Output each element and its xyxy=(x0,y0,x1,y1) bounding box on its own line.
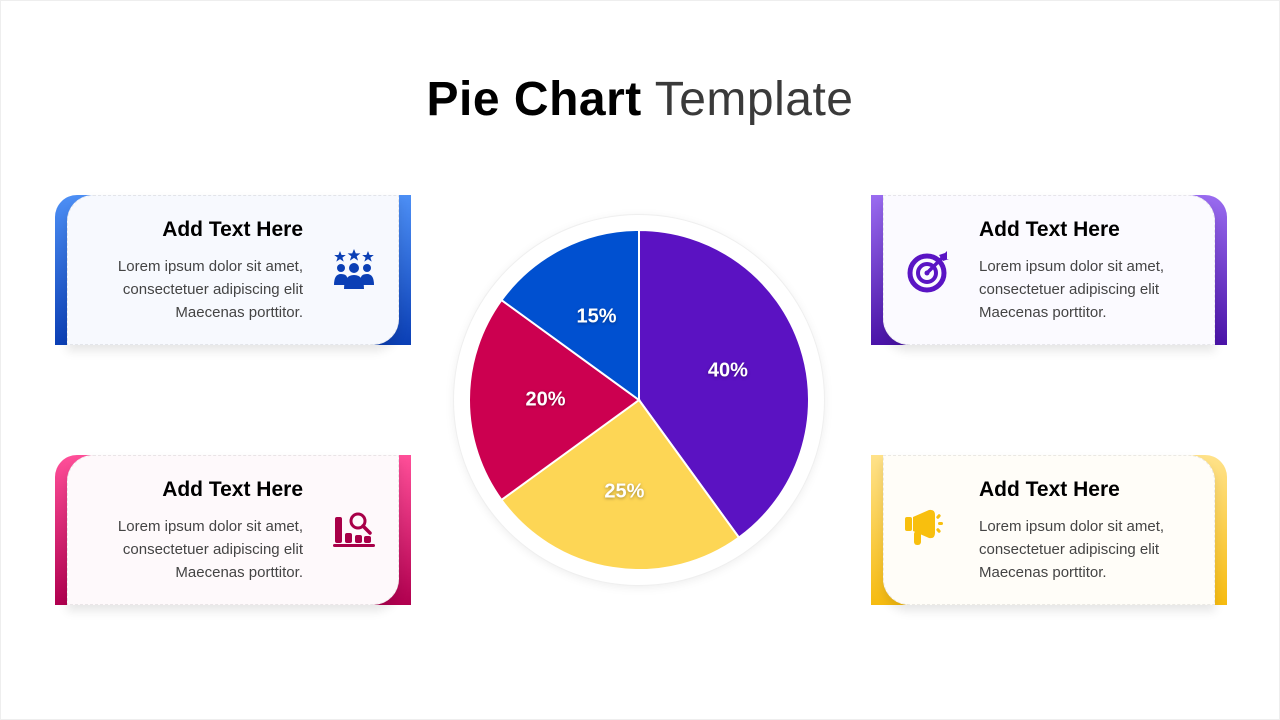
card-line: consectetuer adipiscing elit xyxy=(979,281,1160,298)
page-title: Pie Chart Template xyxy=(1,71,1279,129)
card-line: Maecenas porttitor. xyxy=(175,564,303,581)
card-line: Maecenas porttitor. xyxy=(175,304,303,321)
card-body: Lorem ipsum dolor sit amet, consectetuer… xyxy=(118,255,303,324)
card-body: Lorem ipsum dolor sit amet, consectetuer… xyxy=(979,515,1164,584)
card-line: consectetuer adipiscing elit xyxy=(122,281,303,298)
info-card-yellow: Add Text Here Lorem ipsum dolor sit amet… xyxy=(871,455,1227,605)
pie-chart: 40% 25% 20% 15% xyxy=(454,215,824,585)
megaphone-icon xyxy=(905,509,943,545)
card-line: consectetuer adipiscing elit xyxy=(979,541,1160,558)
pie-slice-purple xyxy=(638,228,810,539)
card-panel xyxy=(883,195,1215,345)
pie-slice-yellow xyxy=(500,398,741,571)
card-line: Maecenas porttitor. xyxy=(979,304,1107,321)
chart-search-icon xyxy=(333,512,375,547)
pie-label-blue: 15% xyxy=(576,305,617,328)
info-card-pink: Add Text Here Lorem ipsum dolor sit amet… xyxy=(55,455,411,605)
card-line: Lorem ipsum dolor sit amet, xyxy=(117,258,303,275)
card-line: Lorem ipsum dolor sit amet, xyxy=(979,518,1165,535)
title-light: Template xyxy=(654,73,854,126)
card-body: Lorem ipsum dolor sit amet, consectetuer… xyxy=(118,515,303,584)
card-body: Lorem ipsum dolor sit amet, consectetuer… xyxy=(979,255,1164,324)
card-heading: Add Text Here xyxy=(162,478,303,501)
pie-chart-svg xyxy=(468,228,810,571)
title-bold: Pie Chart xyxy=(426,73,642,126)
card-line: consectetuer adipiscing elit xyxy=(122,541,303,558)
card-panel xyxy=(67,455,399,605)
pie-slice-blue xyxy=(500,228,640,402)
pie-label-pink: 20% xyxy=(525,388,566,411)
target-icon xyxy=(907,251,949,293)
pie-label-yellow: 25% xyxy=(604,480,645,503)
card-heading: Add Text Here xyxy=(979,218,1120,241)
info-card-purple: Add Text Here Lorem ipsum dolor sit amet… xyxy=(871,195,1227,345)
card-line: Lorem ipsum dolor sit amet, xyxy=(979,258,1165,275)
card-heading: Add Text Here xyxy=(979,478,1120,501)
pie-slice-pink xyxy=(468,298,641,502)
card-heading: Add Text Here xyxy=(162,218,303,241)
info-card-blue: Add Text Here Lorem ipsum dolor sit amet… xyxy=(55,195,411,345)
card-line: Maecenas porttitor. xyxy=(979,564,1107,581)
card-line: Lorem ipsum dolor sit amet, xyxy=(117,518,303,535)
team-stars-icon xyxy=(334,249,374,289)
pie-label-purple: 40% xyxy=(707,359,748,382)
